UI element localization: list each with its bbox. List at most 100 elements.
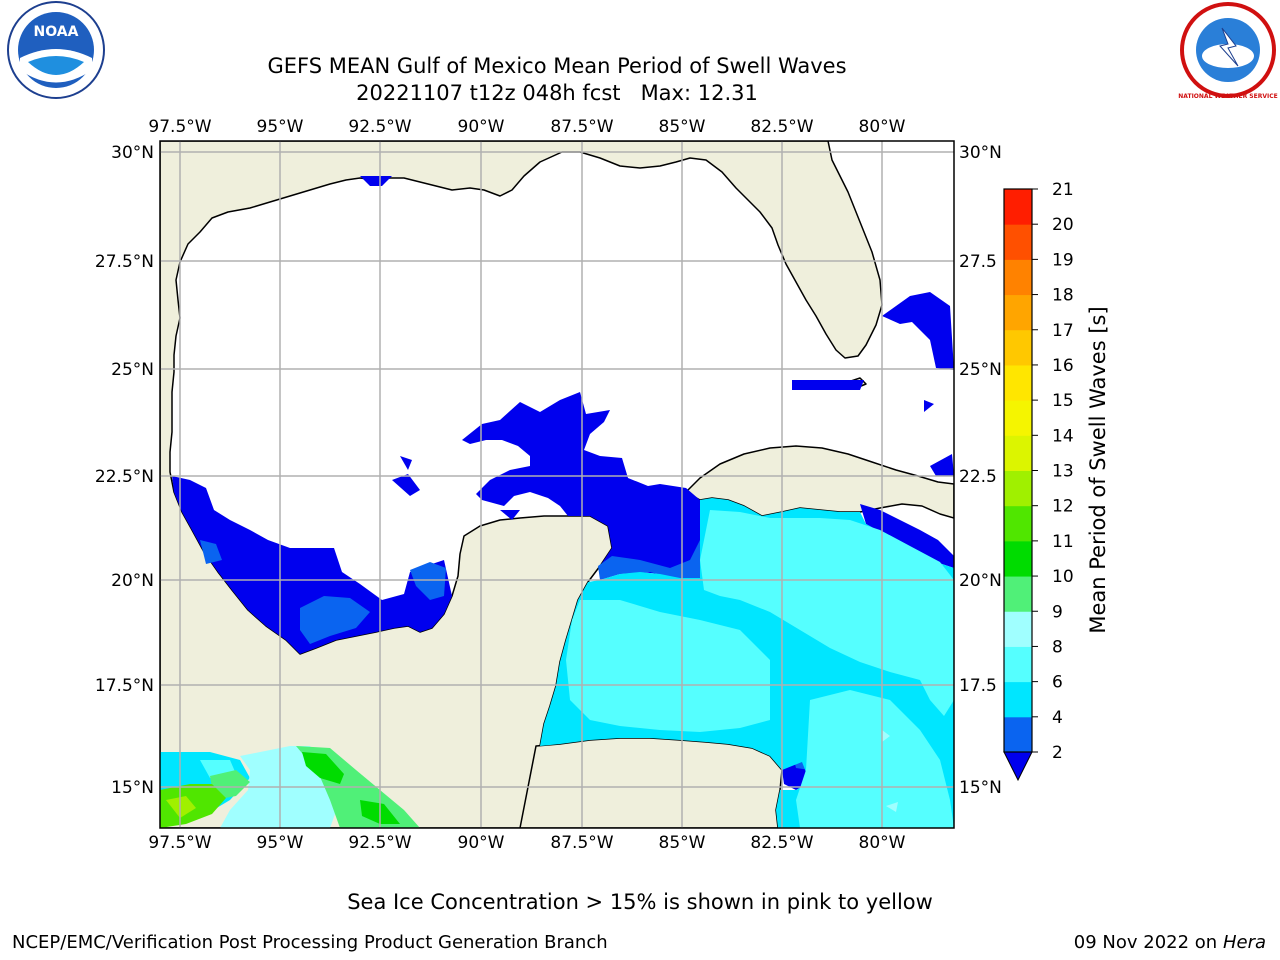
swell-fill-light-cyan-3 bbox=[796, 690, 954, 828]
colorbar-tick-label: 17 bbox=[1052, 321, 1074, 341]
colorbar-tick-label: 10 bbox=[1052, 567, 1074, 587]
colorbar-segment bbox=[1004, 364, 1032, 401]
colorbar-tick-label: 14 bbox=[1052, 426, 1074, 446]
sea-ice-note: Sea Ice Concentration > 15% is shown in … bbox=[347, 890, 933, 914]
colorbar-tick-label: 6 bbox=[1052, 673, 1063, 693]
colorbar-tick-label: 16 bbox=[1052, 356, 1074, 376]
colorbar: 2 4 6 8 9 10 11 12 13 14 15 16 17 18 19 20 21 bbox=[1003, 180, 1074, 782]
lon-label-top: 95°W bbox=[257, 117, 304, 137]
lon-label-bottom: 87.5°W bbox=[550, 833, 613, 853]
footer-date: 09 Nov 2022 on Hera bbox=[1074, 932, 1266, 953]
colorbar-extend-triangle bbox=[1003, 751, 1033, 782]
colorbar-segment bbox=[1004, 505, 1032, 542]
colorbar-tick-label: 18 bbox=[1052, 286, 1074, 306]
swell-fill-small-1 bbox=[360, 176, 392, 186]
swell-fill-pale-2 bbox=[886, 802, 898, 812]
colorbar-segment bbox=[1004, 400, 1032, 436]
colorbar-segment bbox=[1004, 716, 1032, 753]
swell-fill-medium-2 bbox=[410, 562, 446, 600]
swell-fill-central-gulf bbox=[462, 392, 700, 578]
colorbar-tick-label: 9 bbox=[1052, 602, 1063, 622]
footer-machine: Hera bbox=[1222, 932, 1266, 953]
colorbar-label: Mean Period of Swell Waves [s] bbox=[1086, 306, 1110, 633]
footer-date-text: 09 Nov 2022 on bbox=[1073, 932, 1218, 953]
swell-fill-keys bbox=[792, 380, 864, 390]
colorbar-tick-label: 12 bbox=[1052, 497, 1074, 517]
colorbar-tick-label: 4 bbox=[1052, 708, 1063, 728]
lon-label-bottom: 95°W bbox=[257, 833, 304, 853]
swell-fill-medium-3 bbox=[200, 540, 222, 564]
swell-fill-small-4 bbox=[500, 510, 520, 520]
noaa-logo: NOAA bbox=[7, 1, 105, 99]
colorbar-tick-label: 8 bbox=[1052, 637, 1063, 657]
colorbar-tick-label: 11 bbox=[1052, 532, 1074, 552]
colorbar-segment bbox=[1004, 329, 1032, 366]
lon-label-top: 97.5°W bbox=[148, 117, 211, 137]
colorbar-segment bbox=[1004, 259, 1032, 296]
swell-fill-light-cyan-1 bbox=[700, 510, 954, 716]
swell-fill-light-cyan-2 bbox=[566, 600, 770, 732]
chart-subtitle: 20221107 t12z 048h fcst Max: 12.31 bbox=[160, 80, 954, 106]
colorbar-segment bbox=[1004, 611, 1032, 647]
colorbar-segment bbox=[1004, 540, 1032, 577]
map-frame bbox=[159, 140, 955, 829]
swell-fill-medium-4 bbox=[598, 540, 716, 584]
lat-label-left: 27.5°N bbox=[95, 252, 154, 272]
swell-fill-yellowgreen bbox=[166, 796, 196, 818]
colorbar-tick-label: 13 bbox=[1052, 462, 1074, 482]
colorbar-segment bbox=[1004, 576, 1032, 612]
swell-fill-green-mid bbox=[302, 752, 344, 784]
lat-label-right: 15°N bbox=[959, 778, 1002, 798]
lon-label-top: 85°W bbox=[659, 117, 706, 137]
lat-label-left: 20°N bbox=[111, 571, 154, 591]
swell-fill-small-2 bbox=[392, 474, 420, 496]
lon-label-top: 92.5°W bbox=[348, 117, 411, 137]
lon-label-top: 90°W bbox=[458, 117, 505, 137]
swell-fill-pale-1 bbox=[882, 730, 890, 742]
lon-label-bottom: 92.5°W bbox=[348, 833, 411, 853]
colorbar-segment bbox=[1004, 224, 1032, 260]
noaa-logo-text: NOAA bbox=[34, 24, 79, 40]
lon-label-bottom: 97.5°W bbox=[148, 833, 211, 853]
lat-label-left: 25°N bbox=[111, 360, 154, 380]
lat-label-left: 17.5°N bbox=[95, 676, 154, 696]
colorbar-tick-label: 15 bbox=[1052, 391, 1074, 411]
lon-label-bottom: 90°W bbox=[458, 833, 505, 853]
lon-label-top: 87.5°W bbox=[550, 117, 613, 137]
lon-label-bottom: 82.5°W bbox=[750, 833, 813, 853]
colorbar-segment bbox=[1004, 189, 1032, 225]
lat-label-right: 17.5 bbox=[959, 676, 997, 696]
colorbar-segment bbox=[1004, 294, 1032, 331]
chart-title: GEFS MEAN Gulf of Mexico Mean Period of … bbox=[267, 54, 847, 78]
lon-label-bottom: 85°W bbox=[659, 833, 706, 853]
lat-label-right: 30°N bbox=[959, 143, 1002, 163]
colorbar-tick-label: 19 bbox=[1052, 250, 1074, 270]
lat-label-left: 15°N bbox=[111, 778, 154, 798]
colorbar-segment bbox=[1004, 470, 1032, 507]
colorbar-tick-label: 20 bbox=[1052, 215, 1074, 235]
nws-logo: NATIONAL WEATHER SERVICE bbox=[1178, 2, 1278, 100]
footer-credit: NCEP/EMC/Verification Post Processing Pr… bbox=[12, 932, 608, 953]
forecast-label: 20221107 t12z 048h fcst bbox=[356, 81, 621, 105]
swell-fill-bahamas bbox=[882, 292, 954, 370]
lat-label-left: 22.5°N bbox=[95, 467, 154, 487]
max-value-label: Max: 12.31 bbox=[640, 81, 758, 105]
swell-fill-cuba-east bbox=[930, 454, 954, 476]
nws-logo-text: NATIONAL WEATHER SERVICE bbox=[1178, 93, 1277, 100]
colorbar-tick-label: 21 bbox=[1052, 180, 1074, 200]
colorbar-tick-label: 2 bbox=[1052, 743, 1063, 763]
swell-fill-medium-1 bbox=[300, 596, 370, 644]
lon-label-top: 80°W bbox=[859, 117, 906, 137]
lon-label-top: 82.5°W bbox=[750, 117, 813, 137]
land-central-america bbox=[519, 737, 783, 828]
lat-label-right: 25°N bbox=[959, 360, 1002, 380]
lon-label-bottom: 80°W bbox=[859, 833, 906, 853]
lat-label-left: 30°N bbox=[111, 143, 154, 163]
swell-fill-caribbean-edge bbox=[860, 504, 954, 568]
swell-fill-sw-gulf bbox=[172, 476, 452, 654]
lat-label-right: 27.5 bbox=[959, 252, 997, 272]
colorbar-segment bbox=[1004, 646, 1032, 683]
lat-label-right: 20°N bbox=[959, 571, 1002, 591]
colorbar-segment bbox=[1004, 681, 1032, 718]
